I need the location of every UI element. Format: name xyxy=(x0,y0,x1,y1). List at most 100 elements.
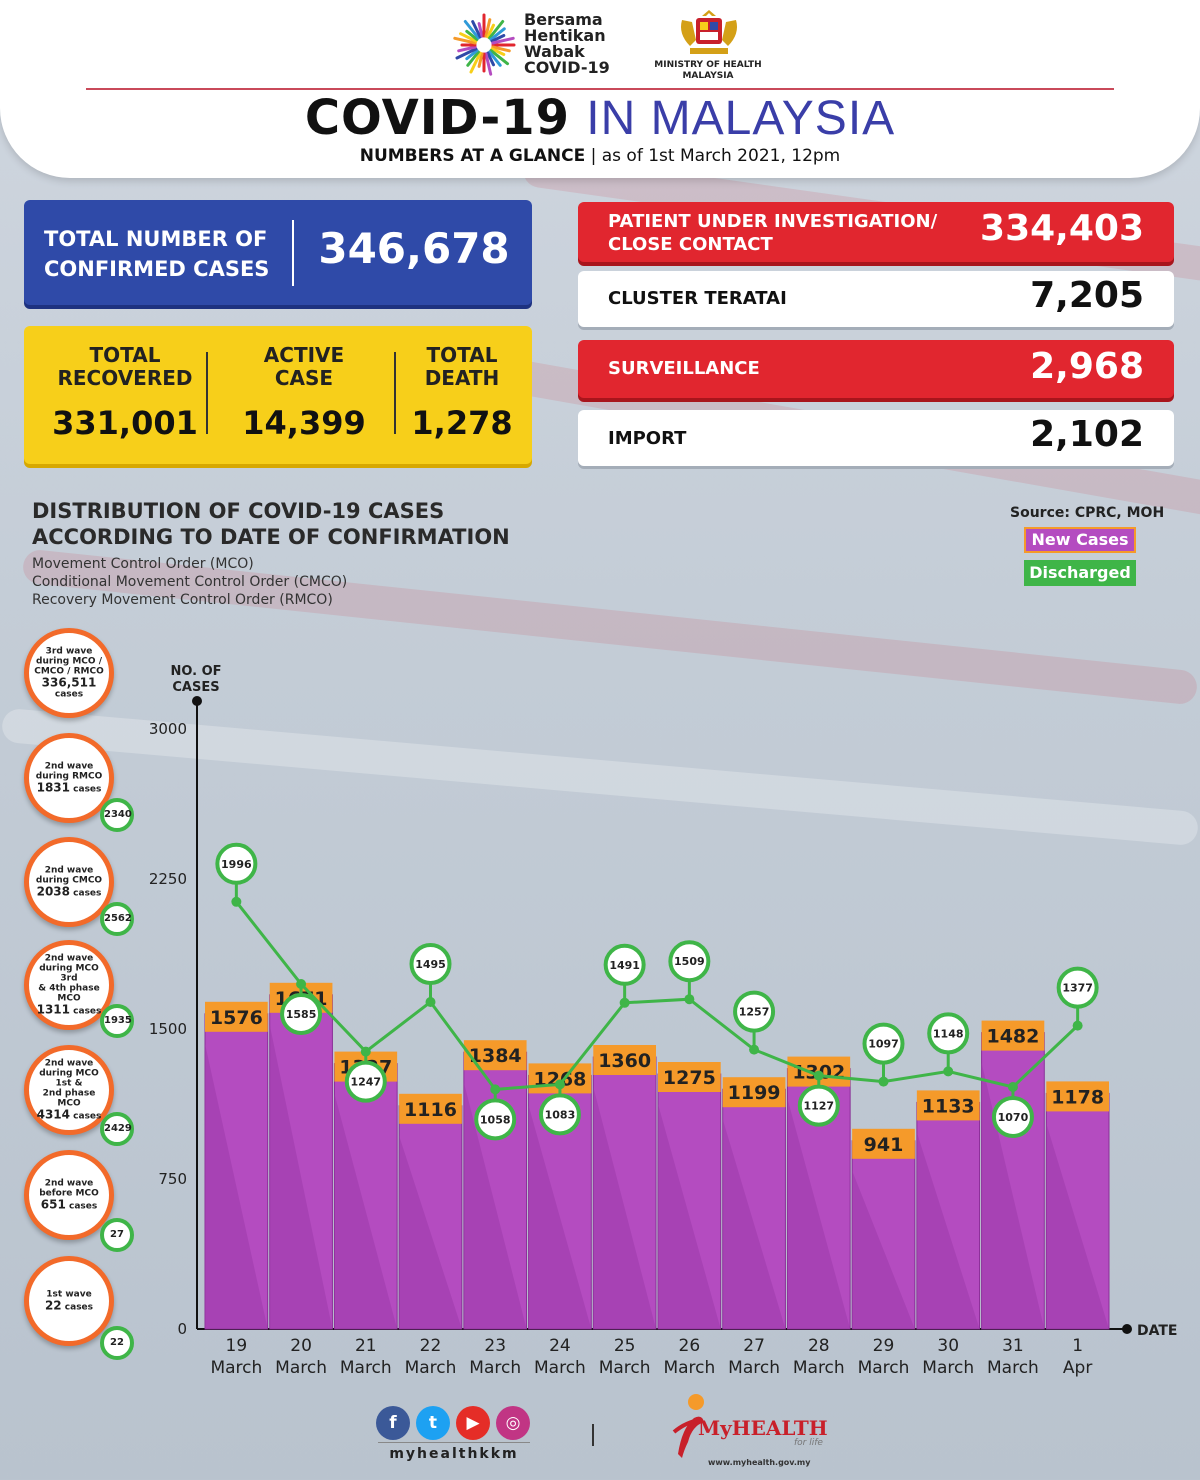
y-axis-end-dot xyxy=(192,696,202,706)
chart-note: Recovery Movement Control Order (RMCO) xyxy=(32,592,333,608)
discharged-value-label: 1127 xyxy=(803,1100,834,1113)
active-stat: ACTIVE CASE 14,399 xyxy=(214,343,394,443)
wave-line: 2nd wave xyxy=(44,761,94,772)
campaign-line: Wabak xyxy=(524,42,585,61)
chart-note: Conditional Movement Control Order (CMCO… xyxy=(32,574,348,590)
chart-title-line: ACCORDING TO DATE OF CONFIRMATION xyxy=(32,525,510,549)
discharged-bubble xyxy=(733,990,776,1033)
y-tick-label: 0 xyxy=(177,1320,187,1338)
x-tick-label: 23 xyxy=(484,1336,506,1356)
confirmed-label: TOTAL NUMBER OF CONFIRMED CASES xyxy=(44,224,294,284)
import-card: IMPORT 2,102 xyxy=(578,410,1174,466)
pui-label-line: PATIENT UNDER INVESTIGATION/ xyxy=(608,211,938,232)
discharged-bubble xyxy=(862,1022,905,1065)
discharged-value-label: 1495 xyxy=(415,958,446,971)
wave-bubble: 2nd wave during MCO 1st & 2nd phase MCO 431… xyxy=(24,1045,114,1135)
bar-shade xyxy=(528,1105,592,1329)
wave-unit: cases xyxy=(54,689,84,700)
handle-divider xyxy=(378,1442,530,1443)
discharged-bubble xyxy=(797,1084,840,1127)
cluster-label: CLUSTER TERATAI xyxy=(608,288,787,309)
wave-line: 3rd wave xyxy=(45,646,93,657)
myhealth-tagline: for life xyxy=(794,1438,823,1448)
wave-bubble: 2nd wave before MCO 651 cases xyxy=(24,1150,114,1240)
myhealth-brand: MyHEALTH xyxy=(698,1416,828,1440)
wave-line: during MCO 1st & xyxy=(39,1068,99,1089)
recovered-label: TOTAL RECOVERED xyxy=(36,344,214,390)
logo-ray xyxy=(465,29,479,41)
wave-number: 22 xyxy=(44,1298,62,1313)
bar-shade xyxy=(205,1043,268,1329)
wave-count: 4314 cases xyxy=(33,1109,105,1122)
discharged-bubble xyxy=(474,1098,517,1141)
twitter-icon[interactable]: t xyxy=(416,1406,450,1440)
wave-discharged-badge: 2562 xyxy=(100,902,134,936)
facebook-icon[interactable]: f xyxy=(376,1406,410,1440)
bar-shade xyxy=(787,1098,851,1329)
logo-ray xyxy=(488,20,505,40)
campaign-sunburst-logo xyxy=(453,13,516,76)
wave-text: 2nd wave during MCO 1st & 2nd phase MCO 431… xyxy=(33,1059,105,1122)
discharged-value-label: 1148 xyxy=(933,1027,964,1040)
wave-bubble: 1st wave 22 cases xyxy=(24,1256,114,1346)
discharged-bubble xyxy=(538,1093,581,1136)
bar-value-label-bg xyxy=(205,1001,268,1032)
card-divider xyxy=(292,220,294,286)
wave-text: 3rd wave during MCO / CMCO / RMCO 336,511 c… xyxy=(33,647,105,700)
wave-bubble: 2nd wave during RMCO 1831 cases xyxy=(24,733,114,823)
wave-discharged-badge: 1935 xyxy=(100,1004,134,1038)
wave-unit: cases xyxy=(68,1201,98,1212)
logo-ray xyxy=(457,45,477,53)
wave-line: 1st wave xyxy=(46,1289,92,1300)
wave-unit: cases xyxy=(73,1111,102,1122)
discharged-bubble xyxy=(409,943,452,985)
page-title: COVID-19 IN MALAYSIA xyxy=(0,92,1200,145)
logo-ray xyxy=(490,47,506,56)
wave-bubble: 2nd wave during MCO 3rd & 4th phase MCO 131… xyxy=(24,940,114,1030)
x-tick-label: 29 xyxy=(873,1336,895,1356)
recovered-label-line: TOTAL xyxy=(89,343,161,367)
pui-label: PATIENT UNDER INVESTIGATION/ CLOSE CONTA… xyxy=(608,210,937,256)
logo-ray xyxy=(489,49,509,66)
chart-title-line: DISTRIBUTION OF COVID-19 CASES xyxy=(32,499,445,523)
bar-value-label-bg xyxy=(852,1128,915,1159)
bar-shade xyxy=(1046,1123,1109,1329)
bar-shade xyxy=(658,1104,721,1329)
bar-value-label-bg xyxy=(981,1020,1045,1051)
wave-discharged-badge: 22 xyxy=(100,1326,134,1360)
discharged-value-label: 1070 xyxy=(998,1111,1029,1124)
malaysia-coat-of-arms-icon xyxy=(681,10,737,54)
logo-ray xyxy=(484,18,492,38)
bar-value-label: 1384 xyxy=(469,1045,522,1067)
discharged-value-label: 1247 xyxy=(350,1076,381,1089)
x-tick-label: 22 xyxy=(420,1336,442,1356)
wave-number: 1311 xyxy=(36,1002,71,1017)
wave-number: 4314 xyxy=(36,1107,71,1122)
wave-text: 2nd wave before MCO 651 cases xyxy=(33,1179,105,1212)
card-divider xyxy=(394,352,396,434)
card-divider xyxy=(206,352,208,434)
active-label-line: ACTIVE xyxy=(263,343,345,367)
x-tick-label: 24 xyxy=(549,1336,571,1356)
wave-line: 2nd phase MCO xyxy=(42,1088,96,1109)
x-tick-label: 31 xyxy=(1002,1336,1024,1356)
bar-shade xyxy=(334,1093,398,1329)
discharged-value-label: 1509 xyxy=(674,955,705,968)
bar-shade xyxy=(463,1082,527,1329)
instagram-icon[interactable]: ◎ xyxy=(496,1406,530,1440)
myhealth-url: www.myhealth.gov.my xyxy=(708,1458,811,1467)
surveillance-value: 2,968 xyxy=(1030,346,1144,387)
x-tick-label: March xyxy=(858,1358,910,1378)
logo-ray xyxy=(463,20,480,40)
campaign-line: Bersama xyxy=(524,10,603,29)
wave-discharged-badge: 2429 xyxy=(100,1112,134,1146)
x-axis-label: DATE xyxy=(1137,1323,1177,1339)
x-tick-label: March xyxy=(922,1358,974,1378)
youtube-icon[interactable]: ▶ xyxy=(456,1406,490,1440)
wave-line: 2nd wave xyxy=(44,1178,94,1189)
pui-card: PATIENT UNDER INVESTIGATION/ CLOSE CONTA… xyxy=(578,202,1174,262)
bar-value-label-bg xyxy=(399,1093,462,1124)
wave-count: 22 cases xyxy=(33,1300,105,1313)
wave-line: before MCO xyxy=(39,1188,99,1199)
surveillance-label: SURVEILLANCE xyxy=(608,358,760,379)
